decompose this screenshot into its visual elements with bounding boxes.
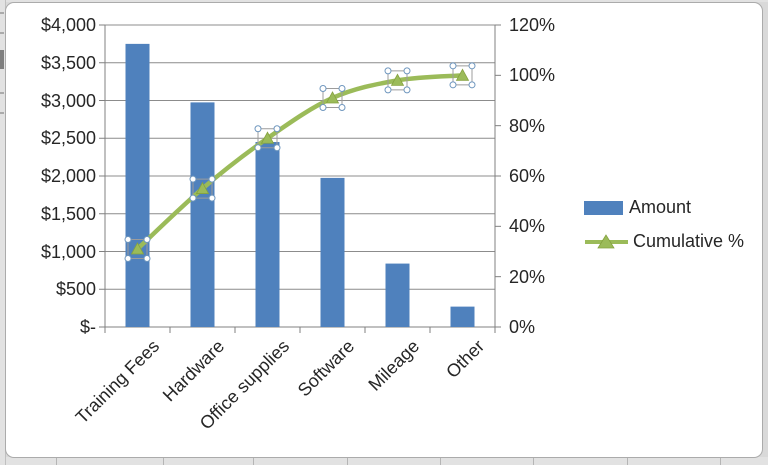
selection-box — [452, 65, 473, 86]
selection-handle[interactable] — [208, 175, 216, 183]
triangle-marker-icon — [325, 91, 340, 104]
row-gridline-mark — [0, 92, 4, 94]
right-axis-tick-label[interactable]: 20% — [509, 266, 546, 287]
cumulative-point-office-supplies[interactable] — [254, 125, 281, 152]
triangle-marker-icon — [390, 73, 405, 86]
amount-series-swatch — [584, 200, 623, 215]
left-axis-tick-label[interactable]: $1,500 — [40, 203, 96, 224]
amount-bar-training-fees[interactable] — [125, 43, 150, 327]
cumulative-point-training-fees[interactable] — [124, 235, 151, 262]
selection-handle[interactable] — [449, 62, 457, 70]
left-axis-tick-label[interactable]: $2,500 — [40, 128, 96, 149]
amount-bar-office-supplies[interactable] — [255, 142, 280, 327]
selection-box — [192, 178, 213, 199]
column-gridline-mark — [163, 457, 164, 465]
cumulative-point-software[interactable] — [319, 84, 346, 111]
legend-label-amount: Amount — [629, 197, 692, 217]
selection-handle[interactable] — [273, 125, 281, 133]
left-axis-tick-label[interactable]: $- — [79, 317, 96, 337]
row-gridline-mark — [0, 32, 4, 34]
selection-handle[interactable] — [208, 194, 216, 202]
triangle-marker-icon — [130, 242, 145, 255]
legend[interactable]: Amount Cumulative % — [584, 197, 744, 252]
right-axis-tick-label[interactable]: 40% — [509, 216, 546, 237]
right-axis-tick-label[interactable]: 80% — [509, 115, 546, 136]
cumulative-series-swatch — [584, 233, 629, 251]
left-axis-tick-label[interactable]: $3,500 — [40, 52, 96, 73]
selection-handle[interactable] — [403, 86, 411, 94]
worksheet-top-sliver — [0, 0, 768, 2]
selection-handle[interactable] — [468, 81, 476, 89]
selection-handle[interactable] — [338, 103, 346, 111]
triangle-marker-icon — [260, 131, 275, 144]
amount-bar-mileage[interactable] — [385, 263, 410, 327]
line-marker-icon — [585, 233, 628, 248]
right-axis-tick-label[interactable]: 120% — [509, 15, 556, 35]
selection-handle[interactable] — [143, 254, 151, 262]
selection-handle[interactable] — [449, 81, 457, 89]
column-gridline-mark — [347, 457, 348, 465]
selection-handle[interactable] — [254, 144, 262, 152]
selection-handle[interactable] — [254, 125, 262, 133]
column-gridline-mark — [440, 457, 441, 465]
left-axis-tick-label[interactable]: $1,000 — [40, 241, 96, 262]
selection-handle[interactable] — [143, 235, 151, 243]
left-axis-tick-label[interactable]: $3,000 — [40, 90, 96, 111]
selection-handle[interactable] — [338, 84, 346, 92]
column-gridline-mark — [253, 457, 254, 465]
legend-label-cumulative: Cumulative % — [633, 231, 745, 251]
selection-box — [387, 70, 408, 91]
amount-bar-hardware[interactable] — [190, 102, 215, 327]
column-gridline-mark — [627, 457, 628, 465]
cumulative-point-other[interactable] — [449, 62, 476, 89]
selection-handle[interactable] — [189, 194, 197, 202]
cumulative-point-hardware[interactable] — [189, 175, 216, 202]
triangle-marker-icon — [195, 181, 210, 194]
right-axis-tick-label[interactable]: 100% — [509, 65, 556, 86]
worksheet-bottom-sliver — [0, 457, 768, 465]
selection-handle[interactable] — [124, 235, 132, 243]
selection-handle[interactable] — [384, 67, 392, 75]
triangle-marker-icon — [455, 68, 470, 81]
selection-handle[interactable] — [384, 86, 392, 94]
selection-box — [257, 128, 278, 149]
amount-bar-software[interactable] — [320, 177, 345, 327]
amount-bar-other[interactable] — [450, 306, 475, 327]
row-gridline-mark — [0, 12, 4, 14]
right-axis-tick-label[interactable]: 60% — [509, 166, 546, 186]
selection-handle[interactable] — [403, 67, 411, 75]
column-gridline-mark — [56, 457, 57, 465]
row-gridline-mark — [0, 112, 4, 114]
left-axis-tick-label[interactable]: $2,000 — [40, 166, 96, 186]
selection-handle[interactable] — [319, 103, 327, 111]
right-axis-tick-label[interactable]: 0% — [509, 317, 536, 337]
cumulative-point-mileage[interactable] — [384, 67, 411, 94]
selection-handle[interactable] — [189, 175, 197, 183]
legend-item-amount[interactable]: Amount — [584, 197, 744, 218]
left-axis-tick-label[interactable]: $4,000 — [40, 15, 96, 35]
selection-handle[interactable] — [273, 144, 281, 152]
column-gridline-mark — [720, 457, 721, 465]
cumulative-line[interactable] — [135, 73, 465, 252]
selection-handle[interactable] — [124, 254, 132, 262]
selection-box — [322, 87, 343, 108]
scrollbar-thumb[interactable] — [0, 50, 4, 69]
selection-handle[interactable] — [319, 84, 327, 92]
left-axis-tick-label[interactable]: $500 — [55, 279, 96, 300]
column-gridline-mark — [533, 457, 534, 465]
selection-handle[interactable] — [468, 62, 476, 70]
selection-box — [127, 238, 148, 259]
legend-item-cumulative[interactable]: Cumulative % — [584, 231, 744, 252]
